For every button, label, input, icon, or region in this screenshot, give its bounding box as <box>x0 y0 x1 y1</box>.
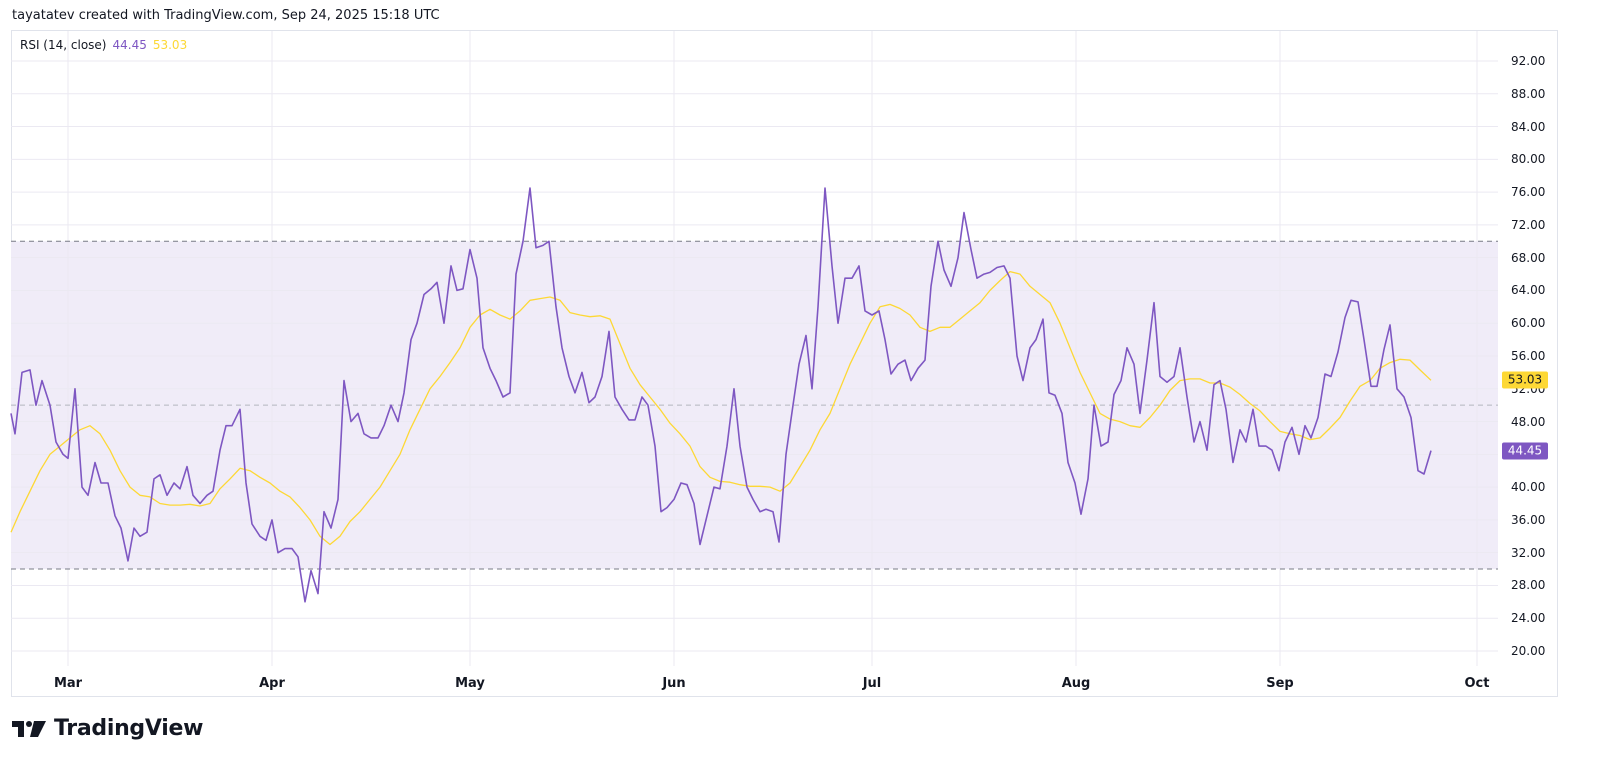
x-axis-tick-may: May <box>455 676 485 691</box>
y-axis-tick: 36.00 <box>1511 512 1546 527</box>
y-axis-tick: 48.00 <box>1511 414 1546 429</box>
x-axis-tick-sep: Sep <box>1266 676 1294 691</box>
indicator-legend[interactable]: RSI (14, close) 44.45 53.03 <box>20 38 187 52</box>
x-axis-tick-jul: Jul <box>862 676 882 691</box>
tradingview-logo[interactable]: TradingView <box>12 716 203 741</box>
ma-price-badge: 53.03 <box>1502 371 1548 389</box>
y-axis-tick: 84.00 <box>1511 119 1546 134</box>
y-axis-tick: 40.00 <box>1511 480 1546 495</box>
indicator-name: RSI (14, close) <box>20 38 107 52</box>
rsi-line <box>10 187 1432 603</box>
y-axis-tick: 60.00 <box>1511 316 1546 331</box>
y-axis-tick: 80.00 <box>1511 152 1546 167</box>
y-axis-tick: 24.00 <box>1511 611 1546 626</box>
rsi-price-badge: 44.45 <box>1502 442 1548 460</box>
x-axis-tick-mar: Mar <box>53 676 83 691</box>
chart-caption: tayatatev created with TradingView.com, … <box>12 8 440 23</box>
y-axis-tick: 76.00 <box>1511 185 1546 200</box>
rsi-legend-value: 44.45 <box>112 38 147 52</box>
y-axis-tick: 32.00 <box>1511 545 1546 560</box>
y-axis-tick: 88.00 <box>1511 86 1546 101</box>
x-axis-tick-jun: Jun <box>662 676 686 691</box>
y-axis-tick: 72.00 <box>1511 217 1546 232</box>
y-axis-tick: 68.00 <box>1511 250 1546 265</box>
y-axis-tick: 56.00 <box>1511 349 1546 363</box>
y-axis-tick: 64.00 <box>1511 283 1546 298</box>
x-axis-tick-aug: Aug <box>1061 676 1091 691</box>
ma-legend-value: 53.03 <box>152 38 188 52</box>
tradingview-logo-icon <box>12 720 46 737</box>
y-axis-tick: 92.00 <box>1511 54 1546 68</box>
brand-name: TradingView <box>54 716 204 741</box>
x-axis-tick-apr: Apr <box>259 676 285 691</box>
ma-line <box>10 270 1432 546</box>
x-axis-tick-oct: Oct <box>1464 676 1490 691</box>
y-axis-tick: 28.00 <box>1511 578 1546 593</box>
y-axis-tick: 20.00 <box>1511 644 1546 658</box>
